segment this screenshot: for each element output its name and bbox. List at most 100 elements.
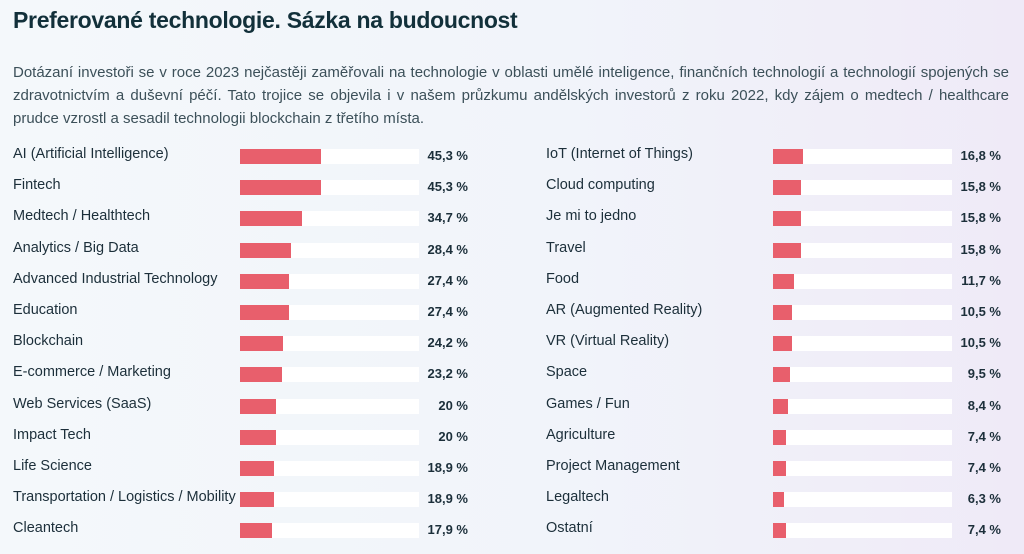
bar-row: Je mi to jedno 15,8 % xyxy=(546,203,1006,234)
bar xyxy=(773,211,802,227)
page-title: Preferované technologie. Sázka na budouc… xyxy=(13,7,518,33)
bar-track xyxy=(240,523,419,539)
bar-track xyxy=(240,367,419,383)
bar-row: Project Management 7,4 % xyxy=(546,453,1006,484)
bar-track xyxy=(240,149,419,164)
bar-value-label: 6,3 % xyxy=(967,491,1001,507)
bar-category-label: Project Management xyxy=(546,457,680,474)
bar-track xyxy=(773,398,952,414)
bar-track xyxy=(773,149,952,164)
bar xyxy=(240,211,303,227)
bar xyxy=(240,304,290,320)
bar-category-label: AR (Augmented Reality) xyxy=(546,301,703,318)
bar-track xyxy=(773,180,952,196)
bar-value-label: 9,5 % xyxy=(967,366,1001,382)
bar-row: Transportation / Logistics / Mobility 18,… xyxy=(13,484,473,515)
bar-category-label: Ostatní xyxy=(546,520,593,537)
bar-row: AR (Augmented Reality) 10,5 % xyxy=(546,297,1006,328)
bar xyxy=(773,367,790,383)
bar-track xyxy=(773,211,952,227)
bar-value-label: 34,7 % xyxy=(427,210,468,226)
bar-track xyxy=(773,273,952,289)
bar-row: Games / Fun 8,4 % xyxy=(546,391,1006,422)
bar-row: Cleantech 17,9 % xyxy=(13,515,473,546)
bar-value-label: 27,4 % xyxy=(427,272,468,288)
bar-row: Agriculture 7,4 % xyxy=(546,422,1006,453)
bar-row: IoT (Internet of Things) 16,8 % xyxy=(546,141,1006,172)
bar xyxy=(773,336,792,352)
bar-value-label: 10,5 % xyxy=(960,303,1001,319)
bar xyxy=(773,273,794,289)
bar xyxy=(240,242,291,258)
bar xyxy=(240,180,322,196)
bar xyxy=(240,336,284,352)
bar-row: Life Science 18,9 % xyxy=(13,453,473,484)
bar-value-label: 27,4 % xyxy=(427,303,468,319)
chart-left-column: AI (Artificial Intelligence) 45,3 % Fintec… xyxy=(13,141,473,546)
bar xyxy=(773,398,789,414)
bar-value-label: 18,9 % xyxy=(427,491,468,507)
bar-track xyxy=(240,273,419,289)
bar-row: Analytics / Big Data 28,4 % xyxy=(13,235,473,266)
bar-track xyxy=(240,460,419,476)
bar-category-label: Games / Fun xyxy=(546,395,630,412)
bar-track xyxy=(240,492,419,508)
bar-category-label: Analytics / Big Data xyxy=(13,239,139,256)
bar xyxy=(773,304,792,320)
bar-track xyxy=(773,367,952,383)
bar-value-label: 45,3 % xyxy=(427,148,468,163)
bar xyxy=(773,492,785,508)
bar xyxy=(240,429,276,445)
bar-row: Cloud computing 15,8 % xyxy=(546,172,1006,203)
bar-track xyxy=(773,429,952,445)
bar-value-label: 20 % xyxy=(438,397,468,413)
bar-row: Medtech / Healthtech 34,7 % xyxy=(13,203,473,234)
bar-category-label: Advanced Industrial Technology xyxy=(13,270,218,287)
bar xyxy=(240,149,322,164)
bar-category-label: Medtech / Healthtech xyxy=(13,208,151,225)
bar-value-label: 23,2 % xyxy=(427,366,468,382)
bar-value-label: 10,5 % xyxy=(960,335,1001,351)
bar-category-label: VR (Virtual Reality) xyxy=(546,333,670,350)
bar xyxy=(773,180,802,196)
bar-track xyxy=(773,304,952,320)
bar-row: Legaltech 6,3 % xyxy=(546,484,1006,515)
bar-value-label: 7,4 % xyxy=(967,428,1001,444)
bar-row: VR (Virtual Reality) 10,5 % xyxy=(546,328,1006,359)
bar xyxy=(240,398,276,414)
bar xyxy=(773,460,787,476)
bar-row: Space 9,5 % xyxy=(546,359,1006,390)
bar-row: E-commerce / Marketing 23,2 % xyxy=(13,359,473,390)
bar-category-label: Impact Tech xyxy=(13,426,91,443)
bar-row: Travel 15,8 % xyxy=(546,235,1006,266)
bar-value-label: 11,7 % xyxy=(961,272,1001,288)
bar-row: Web Services (SaaS) 20 % xyxy=(13,391,473,422)
bar-row: Fintech 45,3 % xyxy=(13,172,473,203)
bar-value-label: 28,4 % xyxy=(427,241,468,257)
bar-track xyxy=(240,242,419,258)
bar-category-label: Cloud computing xyxy=(546,177,655,194)
bar xyxy=(240,523,273,539)
bar-row: AI (Artificial Intelligence) 45,3 % xyxy=(13,141,473,172)
bar-row: Advanced Industrial Technology 27,4 % xyxy=(13,266,473,297)
bar-category-label: Legaltech xyxy=(546,489,609,506)
bar-track xyxy=(773,242,952,258)
bar-row: Ostatní 7,4 % xyxy=(546,515,1006,546)
bar-category-label: Space xyxy=(546,364,588,381)
bar-value-label: 16,8 % xyxy=(960,148,1001,163)
bar xyxy=(240,367,282,383)
bar-track xyxy=(240,429,419,445)
bar-track xyxy=(240,211,419,227)
bar-category-label: Food xyxy=(546,270,580,287)
bar-category-label: Cleantech xyxy=(13,520,79,537)
bar-track xyxy=(240,336,419,352)
bar-category-label: Transportation / Logistics / Mobility xyxy=(13,489,236,506)
bar-track xyxy=(773,523,952,539)
bar-value-label: 18,9 % xyxy=(427,459,468,475)
bar-track xyxy=(240,180,419,196)
bar-category-label: IoT (Internet of Things) xyxy=(546,146,693,162)
bar xyxy=(773,242,802,258)
bar-track xyxy=(773,336,952,352)
bar-value-label: 17,9 % xyxy=(427,522,468,538)
bar-value-label: 15,8 % xyxy=(960,179,1001,195)
